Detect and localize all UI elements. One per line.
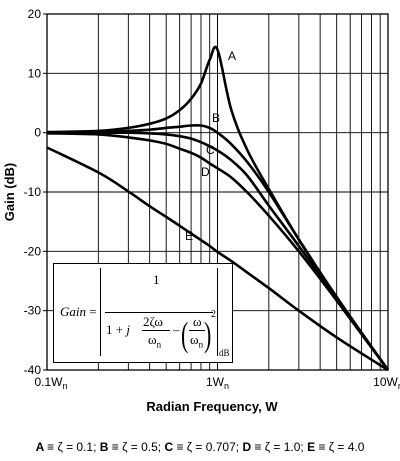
series-label-D: D <box>201 165 210 179</box>
frac1-bar <box>142 330 170 331</box>
series-label-E: E <box>185 229 193 243</box>
y-tick-label: -40 <box>24 363 42 377</box>
y-tick-label: 10 <box>28 66 42 80</box>
series-line-C <box>46 131 390 371</box>
caption-text: ≡ ζ = 1.0; <box>254 440 308 454</box>
series-line-B <box>46 124 390 371</box>
abs-bar-right <box>217 268 218 356</box>
gain-formula-box: Gain = 1 1 + j 2ζω ωn – ( ω ωn ) 2 dB <box>53 263 233 363</box>
den-one-plus: 1 + j <box>106 322 130 337</box>
caption-text: ≡ ζ = 0.5; <box>111 440 165 454</box>
y-axis-ticks: -40 -30 -20 -10 0 10 20 <box>24 7 47 377</box>
x-axis-title: Radian Frequency, W <box>146 399 278 414</box>
damping-caption: A ≡ ζ = 0.1; B ≡ ζ = 0.5; C ≡ ζ = 0.707;… <box>0 440 400 454</box>
x-tick-label: 0.1Wn <box>34 375 67 391</box>
frac2-bar <box>189 330 205 331</box>
y-axis-title: Gain (dB) <box>2 163 17 222</box>
unit-subscript: dB <box>219 348 230 358</box>
caption-key: B <box>99 440 112 454</box>
caption-key: C <box>164 440 177 454</box>
x-tick-label: 1Wn <box>206 375 229 391</box>
series-line-E <box>46 146 389 372</box>
caption-text: ≡ ζ = 0.707; <box>176 440 243 454</box>
y-tick-label: -20 <box>24 244 42 258</box>
frac1-denominator: ωn <box>148 332 162 350</box>
caption-key: A <box>35 440 48 454</box>
y-tick-label: 0 <box>34 126 41 140</box>
frac1-numerator: 2ζω <box>143 314 163 329</box>
exponent: 2 <box>211 309 216 320</box>
frac2-denominator: ωn <box>190 332 204 350</box>
y-tick-label: 20 <box>28 7 42 21</box>
x-axis-ticks: 0.1Wn 1Wn 10Wn <box>34 375 400 391</box>
minus-sign: – <box>173 322 180 337</box>
series-line-D <box>46 132 390 371</box>
caption-text: ≡ ζ = 0.1; <box>47 440 100 454</box>
series-label-C: C <box>206 143 215 157</box>
caption-key: E <box>307 440 319 454</box>
paren-left: ( <box>181 314 189 354</box>
x-tick-label: 10Wn <box>373 375 400 391</box>
formula-numerator: 1 <box>153 272 160 287</box>
formula-lhs: Gain = <box>60 304 97 319</box>
series-label-A: A <box>228 49 236 63</box>
series-labels: A B CD E <box>185 49 236 243</box>
series-lines <box>46 45 390 372</box>
paren-right: ) <box>204 314 212 354</box>
main-fraction-bar <box>105 312 213 313</box>
y-tick-label: -10 <box>24 185 42 199</box>
caption-key: D <box>242 440 255 454</box>
series-label-B: B <box>212 111 220 125</box>
abs-bar-left <box>100 268 101 356</box>
y-tick-label: -30 <box>24 304 42 318</box>
frac2-numerator: ω <box>193 314 202 329</box>
caption-text: ≡ ζ = 4.0 <box>318 440 365 454</box>
